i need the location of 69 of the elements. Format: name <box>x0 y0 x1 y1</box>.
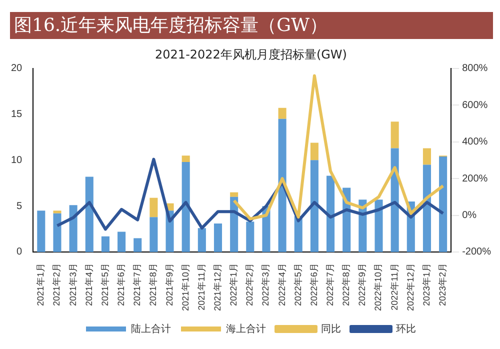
bar <box>85 176 94 252</box>
bar <box>150 198 158 218</box>
x-tick-label: 2022年2月 <box>244 262 255 306</box>
bar <box>230 192 238 197</box>
y-tick-label: 0 <box>16 246 23 258</box>
x-tick-label: 2023年2月 <box>438 262 448 306</box>
chart-title: 图16.近年来风电年度招标容量（GW） <box>10 12 493 39</box>
y-tick-label: 10 <box>11 154 23 166</box>
x-tick-label: 2021年7月 <box>132 262 142 306</box>
y2-tick-label: 800% <box>462 63 488 74</box>
x-tick-label: 2021年8月 <box>148 262 158 306</box>
bar <box>374 200 383 252</box>
bar <box>422 164 431 252</box>
x-tick-label: 2022年3月 <box>260 262 271 306</box>
x-tick-label: 2022年4月 <box>276 262 287 306</box>
x-tick-label: 2021年2月 <box>52 262 62 306</box>
x-tick-label: 2022年12月 <box>405 262 416 312</box>
bar <box>390 122 399 148</box>
bar <box>310 160 318 252</box>
chart-subtitle: 2021-2022年风机月度招标量(GW) <box>155 47 347 62</box>
x-tick-label: 2021年4月 <box>84 262 94 306</box>
x-tick-label: 2021年3月 <box>68 262 78 306</box>
x-tick-label: 2022年7月 <box>325 262 336 306</box>
bar <box>37 210 46 252</box>
x-tick-label: 2023年1月 <box>421 262 432 306</box>
x-tick-label: 2022年1月 <box>228 262 239 306</box>
bar <box>246 222 254 252</box>
legend-label: 同比 <box>321 322 341 335</box>
legend-label: 海上合计 <box>226 322 266 335</box>
bar <box>101 236 110 252</box>
x-tick-label: 2022年11月 <box>389 262 400 310</box>
legend-label: 陆上合计 <box>131 322 171 335</box>
bar <box>182 156 190 162</box>
bar <box>310 142 318 160</box>
bar <box>69 205 78 252</box>
bar <box>150 217 158 252</box>
x-tick-label: 2021年9月 <box>164 262 174 306</box>
x-tick-label: 2021年12月 <box>212 262 222 312</box>
y2-tick-label: 0% <box>462 210 477 222</box>
x-tick-label: 2022年6月 <box>308 262 319 306</box>
bar <box>182 162 190 252</box>
y2-tick-label: 400% <box>462 136 488 148</box>
bar <box>198 228 206 252</box>
x-tick-label: 2022年5月 <box>292 262 303 306</box>
bar <box>439 156 448 252</box>
bar <box>214 224 222 252</box>
bar <box>422 148 431 165</box>
bar <box>134 238 142 252</box>
legend-label: 环比 <box>396 322 416 335</box>
y-tick-label: 20 <box>11 63 23 74</box>
x-tick-label: 2021年1月 <box>36 262 46 306</box>
bar <box>53 213 62 252</box>
x-tick-label: 2021年11月 <box>196 262 206 310</box>
x-tick-label: 2021年6月 <box>116 262 126 306</box>
bar <box>326 176 335 252</box>
x-tick-label: 2021年10月 <box>180 262 190 312</box>
bar <box>278 108 286 119</box>
y-tick-label: 5 <box>16 200 23 212</box>
bar <box>118 232 126 252</box>
x-tick-label: 2021年5月 <box>100 262 110 306</box>
y2-tick-label: -200% <box>462 246 492 258</box>
x-tick-label: 2022年9月 <box>357 262 368 306</box>
x-tick-label: 2022年8月 <box>341 262 352 306</box>
bar <box>278 118 286 252</box>
y2-tick-label: 600% <box>462 100 488 111</box>
bar <box>53 210 62 214</box>
y2-tick-label: 200% <box>462 173 488 184</box>
y-tick-label: 15 <box>11 109 23 120</box>
x-tick-label: 2022年10月 <box>373 262 384 312</box>
